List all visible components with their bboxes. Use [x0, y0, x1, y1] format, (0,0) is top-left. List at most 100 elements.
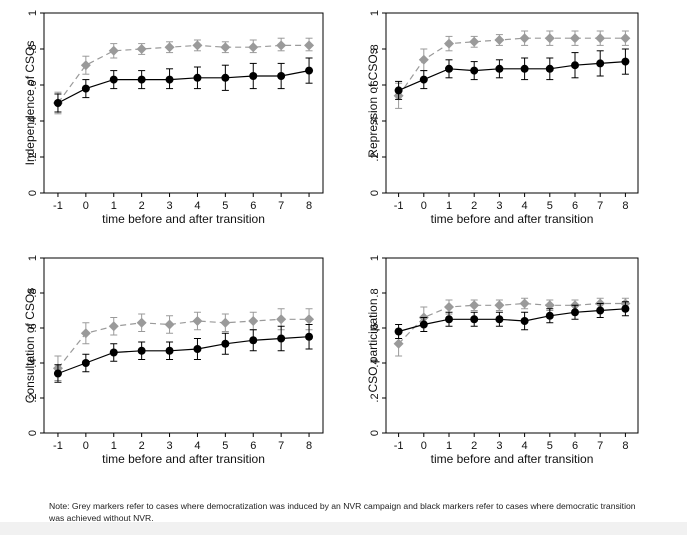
series-line-1	[398, 308, 626, 333]
data-point-diamond	[192, 40, 203, 51]
x-tick-label: 2	[139, 200, 145, 212]
data-point-diamond	[136, 317, 147, 328]
data-point-circle	[571, 61, 579, 70]
x-tick-label: 0	[83, 440, 89, 452]
y-tick-label: .6	[369, 323, 381, 332]
data-point-diamond	[494, 300, 505, 311]
data-point-circle	[305, 332, 314, 341]
series-line-0	[57, 318, 310, 369]
x-tick-label: 7	[597, 440, 603, 452]
data-point-diamond	[164, 42, 175, 53]
y-tick-label: .4	[27, 358, 39, 367]
x-tick-label: -1	[394, 440, 404, 452]
x-tick-label: 4	[194, 440, 200, 452]
plot-frame	[385, 257, 639, 434]
x-axis-title: time before and after transition	[431, 212, 594, 226]
series-line-0	[398, 37, 626, 97]
figure-note: Note: Grey markers refer to cases where …	[49, 501, 636, 523]
data-point-diamond	[136, 44, 147, 54]
x-tick-label: 7	[597, 200, 603, 212]
data-point-diamond	[444, 302, 454, 312]
y-tick-label: .2	[369, 393, 381, 402]
x-tick-label: 3	[496, 200, 502, 212]
x-tick-label: 7	[278, 200, 284, 212]
data-point-diamond	[544, 300, 555, 311]
y-tick-label: 0	[369, 190, 381, 196]
x-tick-label: 6	[572, 200, 578, 212]
data-point-diamond	[164, 319, 175, 330]
panel-independence-of-csos: 0 .2 .4 .6 .8 1 -1 0 1 2 3 4 5 6 7 8 time before and aft…	[23, 10, 324, 226]
data-point-circle	[193, 73, 202, 82]
data-point-circle	[419, 320, 428, 329]
data-point-circle	[53, 99, 62, 107]
data-point-diamond	[220, 317, 231, 328]
data-point-circle	[596, 59, 605, 68]
data-point-diamond	[220, 42, 231, 53]
data-point-diamond	[276, 314, 287, 325]
data-point-diamond	[108, 45, 119, 56]
x-tick-label: 5	[222, 200, 228, 212]
data-point-diamond	[276, 40, 287, 51]
data-point-diamond	[418, 54, 429, 65]
y-tick-label: 0	[27, 430, 39, 436]
data-point-diamond	[444, 38, 454, 49]
x-tick-label: 2	[471, 440, 477, 452]
data-point-diamond	[304, 40, 315, 51]
y-tick-label: .8	[27, 44, 39, 53]
x-tick-label: -1	[53, 200, 63, 212]
plot-frame	[385, 12, 639, 194]
y-tick-label: .6	[369, 80, 381, 89]
data-point-circle	[81, 84, 90, 93]
y-tick-label: 0	[27, 190, 39, 196]
x-tick-label: 4	[522, 200, 528, 212]
data-point-circle	[53, 369, 62, 378]
series-line-1	[57, 70, 310, 104]
data-point-circle	[305, 66, 314, 75]
x-tick-label: 1	[446, 440, 452, 452]
x-tick-label: 5	[547, 200, 553, 212]
x-axis-title: time before and after transition	[102, 452, 265, 466]
x-tick-label: 0	[421, 440, 427, 452]
y-tick-label: .2	[27, 393, 39, 402]
data-point-circle	[571, 308, 579, 317]
data-point-diamond	[108, 321, 119, 332]
plot-frame	[43, 12, 324, 194]
x-tick-label: 1	[111, 200, 117, 212]
panel-consultation-of-csos: 0 .2 .4 .6 .8 1 -1 0 1 2 3 4 5 6 7 8 time before and aft…	[23, 255, 324, 466]
data-point-circle	[193, 345, 202, 353]
y-tick-label: .6	[27, 323, 39, 332]
y-tick-label: .4	[27, 116, 39, 125]
data-point-diamond	[80, 60, 91, 71]
data-point-circle	[109, 75, 118, 84]
data-point-circle	[470, 315, 479, 324]
data-point-circle	[109, 348, 118, 357]
data-point-circle	[221, 339, 230, 348]
y-tick-label: 0	[369, 430, 381, 436]
data-point-diamond	[469, 36, 480, 47]
y-tick-label: 1	[369, 10, 381, 16]
x-tick-label: 8	[306, 200, 312, 212]
x-tick-label: 4	[194, 200, 200, 212]
data-point-circle	[137, 346, 146, 355]
data-point-circle	[445, 315, 453, 324]
panel-repression-of-csos: 0 .2 .4 .6 .8 1 -1 0 1 2 3 4 5 6 7 8 time before and aft…	[366, 10, 639, 226]
data-point-circle	[249, 336, 258, 345]
y-tick-label: .2	[369, 152, 381, 161]
x-tick-label: 6	[250, 440, 256, 452]
data-point-diamond	[192, 316, 203, 326]
series-line-1	[57, 336, 310, 375]
y-tick-label: 1	[27, 255, 39, 261]
x-tick-label: 0	[421, 200, 427, 212]
x-tick-label: 0	[83, 200, 89, 212]
data-point-circle	[137, 75, 146, 84]
x-tick-label: 8	[622, 200, 628, 212]
x-tick-label: 3	[496, 440, 502, 452]
y-axis-title: Independence of CSOs	[23, 41, 37, 166]
data-point-diamond	[494, 35, 505, 45]
x-tick-label: 5	[222, 440, 228, 452]
x-tick-label: 2	[139, 440, 145, 452]
data-point-circle	[596, 306, 605, 315]
data-point-diamond	[544, 33, 555, 44]
x-tick-label: 5	[547, 440, 553, 452]
y-axis-title: Consultation of CSOs	[23, 288, 37, 403]
